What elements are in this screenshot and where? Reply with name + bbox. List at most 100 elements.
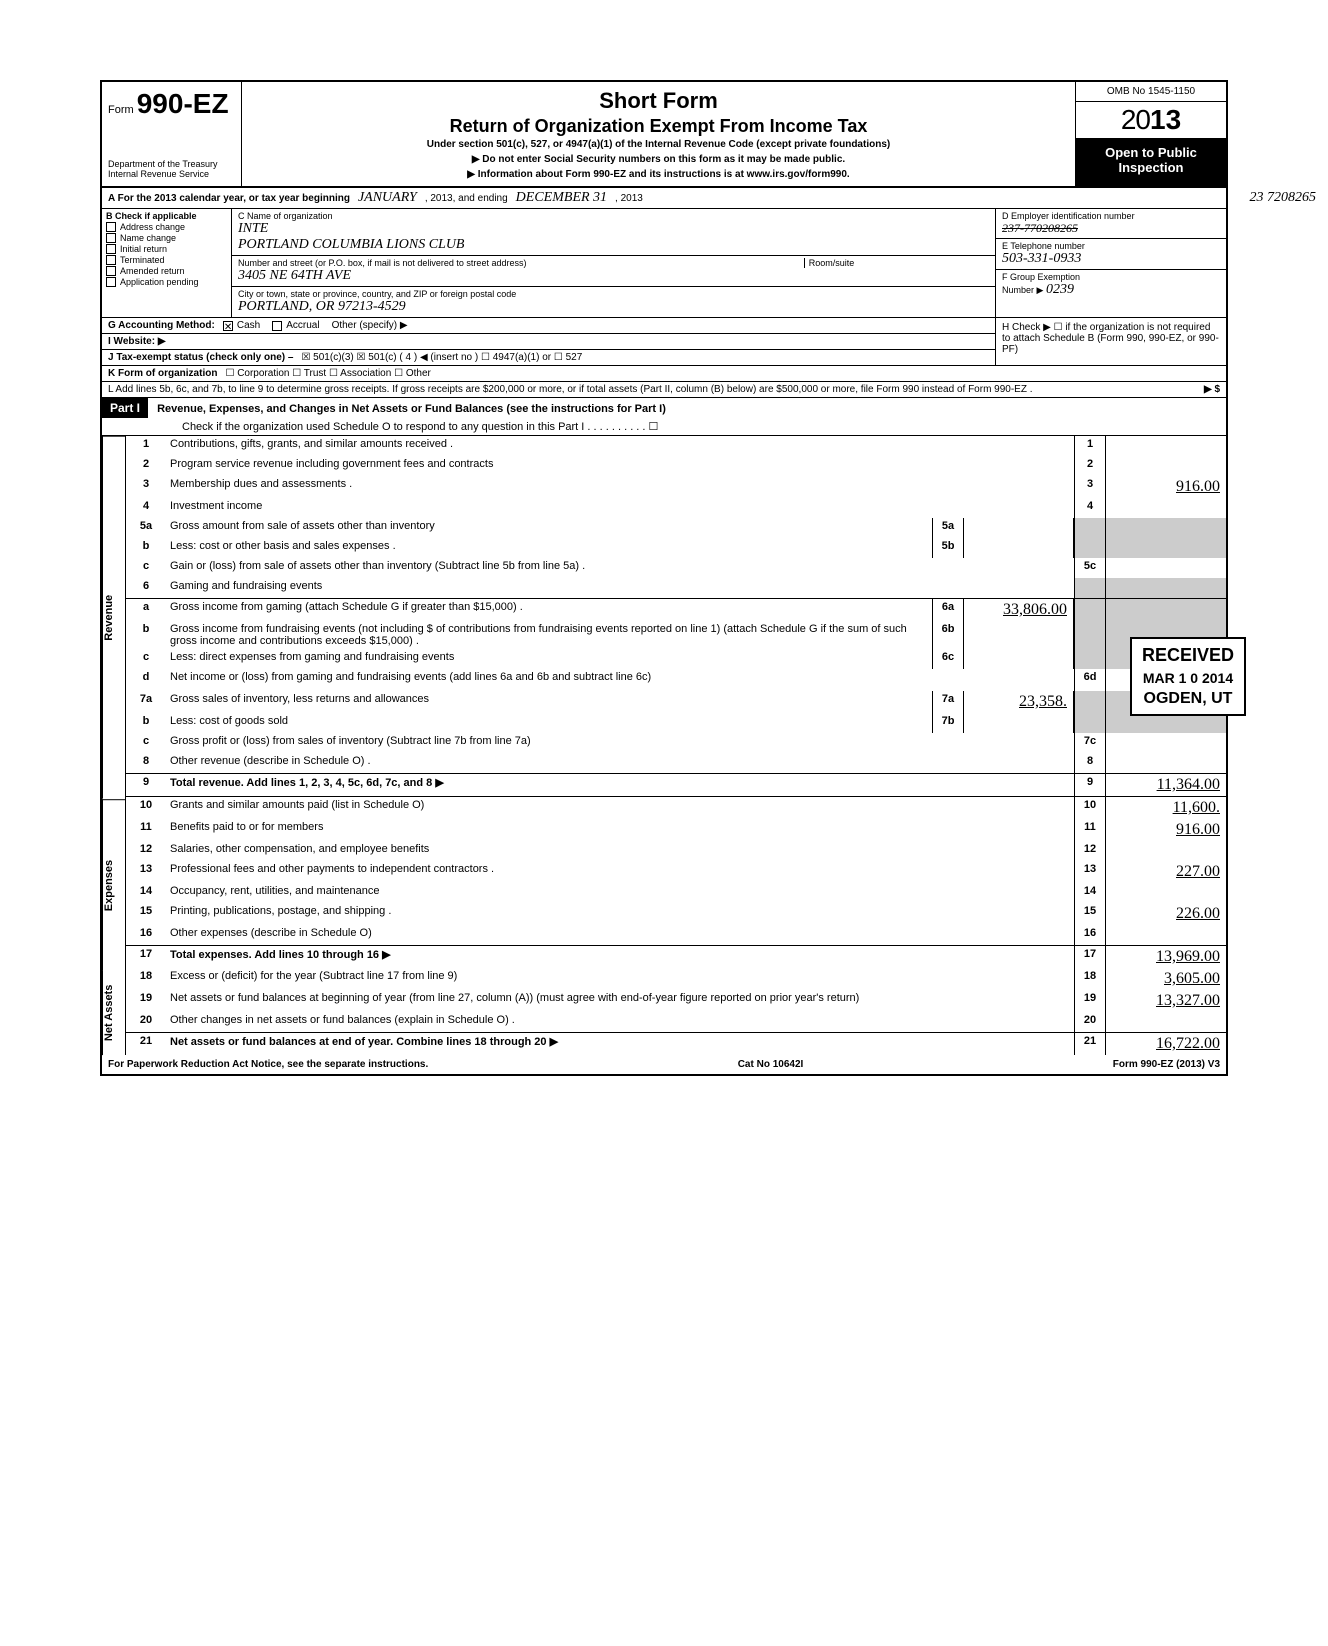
mid-amt — [964, 649, 1074, 669]
footer-mid: Cat No 10642I — [738, 1059, 804, 1070]
line-number: c — [126, 733, 166, 753]
side-expenses: Expenses — [102, 799, 126, 970]
line-number: 18 — [126, 968, 166, 990]
line-desc: Net assets or fund balances at end of ye… — [166, 1033, 1074, 1055]
ein-margin: 23 7208265 — [1250, 190, 1317, 206]
check-item: Initial return — [106, 244, 227, 254]
hint2: ▶ Information about Form 990-EZ and its … — [252, 169, 1065, 180]
line-number: 14 — [126, 883, 166, 903]
row-a-end: DECEMBER 31 — [516, 190, 607, 206]
right-amt — [1106, 925, 1226, 945]
right-amt: 3,605.00 — [1106, 968, 1226, 990]
line-item: 14Occupancy, rent, utilities, and mainte… — [126, 883, 1226, 903]
line-desc: Net income or (loss) from gaming and fun… — [166, 669, 1074, 691]
section-b: B Check if applicable Address changeName… — [102, 209, 232, 317]
checkbox[interactable] — [106, 222, 116, 232]
line-number: d — [126, 669, 166, 691]
right-num-grey — [1074, 518, 1106, 538]
stamp-loc-text: OGDEN, UT — [1142, 690, 1234, 708]
line-number: 19 — [126, 990, 166, 1012]
right-num-grey — [1074, 578, 1106, 598]
mid-line-num: 6a — [932, 599, 964, 621]
footer-left: For Paperwork Reduction Act Notice, see … — [108, 1059, 428, 1070]
right-amt — [1106, 733, 1226, 753]
right-line-num: 9 — [1074, 774, 1106, 796]
line-desc: Membership dues and assessments . — [166, 476, 1074, 498]
right-line-num: 10 — [1074, 797, 1106, 819]
check-label: Terminated — [120, 255, 165, 265]
line-item: 4Investment income4 — [126, 498, 1226, 518]
check-label: Name change — [120, 233, 176, 243]
label-ein: D Employer identification number — [1002, 211, 1220, 221]
open-public-label: Open to Public Inspection — [1076, 139, 1226, 186]
right-amt: 916.00 — [1106, 476, 1226, 498]
check-item: Amended return — [106, 266, 227, 276]
stamp-received-text: RECEIVED — [1142, 645, 1234, 666]
line-desc: Gross income from gaming (attach Schedul… — [166, 599, 932, 621]
part1-check: Check if the organization used Schedule … — [102, 418, 1226, 435]
h-text: H Check ▶ ☐ if the organization is not r… — [1002, 322, 1219, 355]
line-desc: Net assets or fund balances at beginning… — [166, 990, 1074, 1012]
line-item: 12Salaries, other compensation, and empl… — [126, 841, 1226, 861]
right-header: OMB No 1545-1150 20201313 Open to Public… — [1076, 82, 1226, 186]
phone-value: 503-331-0933 — [1002, 251, 1220, 267]
line-desc: Other changes in net assets or fund bala… — [166, 1012, 1074, 1032]
checkbox[interactable] — [106, 255, 116, 265]
line-desc: Grants and similar amounts paid (list in… — [166, 797, 1074, 819]
right-line-num: 17 — [1074, 946, 1106, 968]
right-amt — [1106, 456, 1226, 476]
org-name: INTE PORTLAND COLUMBIA LIONS CLUB — [238, 221, 989, 253]
right-line-num: 13 — [1074, 861, 1106, 883]
row-a-begin: JANUARY — [358, 190, 417, 206]
right-amt-grey — [1106, 578, 1226, 598]
hint1: ▶ Do not enter Social Security numbers o… — [252, 154, 1065, 165]
line-desc: Occupancy, rent, utilities, and maintena… — [166, 883, 1074, 903]
subtitle: Under section 501(c), 527, or 4947(a)(1)… — [252, 139, 1065, 150]
right-num-grey — [1074, 691, 1106, 713]
line-number: 5a — [126, 518, 166, 538]
mid-amt — [964, 518, 1074, 538]
line-item: 3Membership dues and assessments .3916.0… — [126, 476, 1226, 498]
line-number: 12 — [126, 841, 166, 861]
check-item: Application pending — [106, 277, 227, 287]
return-title: Return of Organization Exempt From Incom… — [252, 116, 1065, 137]
check-label: Initial return — [120, 244, 167, 254]
checkbox[interactable] — [106, 244, 116, 254]
accrual-checkbox[interactable] — [272, 321, 282, 331]
mid-amt — [964, 538, 1074, 558]
cash-checkbox[interactable]: ✕ — [223, 321, 233, 331]
omb-number: OMB No 1545-1150 — [1076, 82, 1226, 102]
line-desc: Gain or (loss) from sale of assets other… — [166, 558, 1074, 578]
right-amt-grey — [1106, 599, 1226, 621]
right-amt: 226.00 — [1106, 903, 1226, 925]
line-item: bLess: cost or other basis and sales exp… — [126, 538, 1226, 558]
tax-year: 20201313 — [1076, 102, 1226, 139]
l-arrow: ▶ $ — [1204, 384, 1220, 395]
right-amt — [1106, 883, 1226, 903]
right-line-num: 6d — [1074, 669, 1106, 691]
right-line-num: 4 — [1074, 498, 1106, 518]
right-amt — [1106, 1012, 1226, 1032]
section-f: F Group Exemption Number ▶ 0239 — [996, 270, 1226, 300]
label-phone: E Telephone number — [1002, 241, 1220, 251]
line-item: 13Professional fees and other payments t… — [126, 861, 1226, 883]
accrual-label: Accrual — [286, 320, 319, 331]
line-desc: Less: direct expenses from gaming and fu… — [166, 649, 932, 669]
line-desc: Gross profit or (loss) from sales of inv… — [166, 733, 1074, 753]
checkbox[interactable] — [106, 266, 116, 276]
line-item: cLess: direct expenses from gaming and f… — [126, 649, 1226, 669]
right-num-grey — [1074, 599, 1106, 621]
form-number-text: 990-EZ — [137, 88, 229, 119]
line-desc: Gaming and fundraising events — [166, 578, 1074, 598]
line-desc: Gross sales of inventory, less returns a… — [166, 691, 932, 713]
mid-line-num: 5b — [932, 538, 964, 558]
checkbox[interactable] — [106, 233, 116, 243]
right-amt — [1106, 436, 1226, 456]
line-number: b — [126, 713, 166, 733]
label-city: City or town, state or province, country… — [238, 289, 989, 299]
side-netassets: Net Assets — [102, 970, 126, 1055]
checkbox[interactable] — [106, 277, 116, 287]
mid-line-num: 7a — [932, 691, 964, 713]
org-addr: 3405 NE 64TH AVE — [238, 268, 989, 284]
section-k: K Form of organization ☐ Corporation ☐ T… — [102, 366, 1226, 382]
